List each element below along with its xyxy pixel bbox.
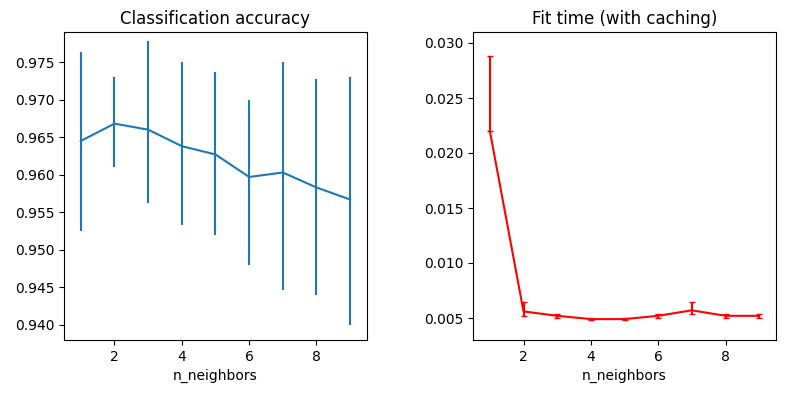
X-axis label: n_neighbors: n_neighbors [582,369,667,384]
Title: Classification accuracy: Classification accuracy [121,10,310,28]
X-axis label: n_neighbors: n_neighbors [173,369,258,384]
Title: Fit time (with caching): Fit time (with caching) [532,10,717,28]
